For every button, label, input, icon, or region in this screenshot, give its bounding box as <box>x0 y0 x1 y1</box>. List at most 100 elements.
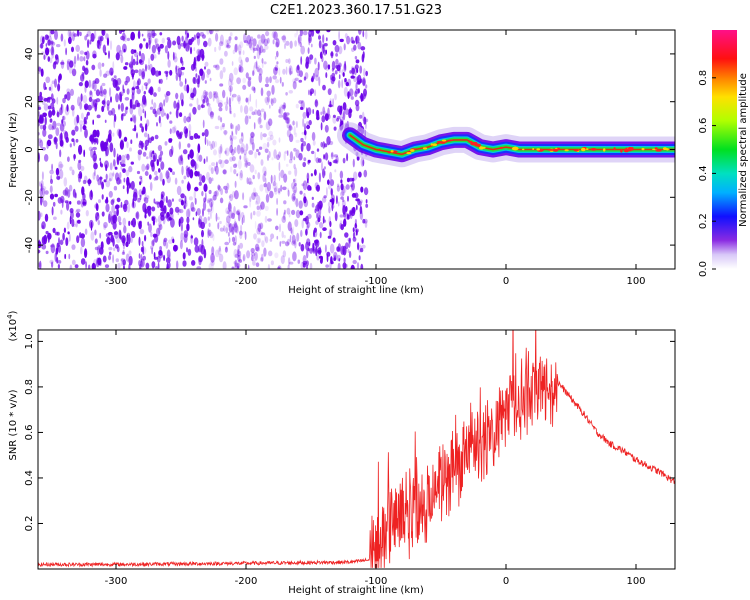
noise-speckle <box>268 250 273 257</box>
noise-speckle <box>84 228 88 235</box>
noise-speckle <box>179 81 184 87</box>
noise-speckle <box>295 103 299 109</box>
noise-speckle <box>342 199 345 203</box>
noise-speckle <box>236 94 241 102</box>
noise-speckle <box>115 93 119 103</box>
noise-speckle <box>190 92 195 99</box>
noise-speckle <box>203 40 208 48</box>
spectrogram-x-ticks: -300 -200 -100 0 100 <box>105 30 646 287</box>
noise-speckle <box>82 94 88 104</box>
noise-speckle <box>265 236 269 244</box>
noise-speckle <box>234 43 240 51</box>
noise-speckle <box>219 58 224 65</box>
noise-speckle <box>146 156 149 160</box>
noise-speckle <box>208 208 210 215</box>
noise-speckle <box>246 177 249 185</box>
noise-speckle <box>141 33 144 37</box>
noise-speckle <box>349 177 353 182</box>
noise-speckle <box>317 201 320 212</box>
noise-speckle <box>118 91 122 102</box>
noise-speckle <box>69 166 73 171</box>
noise-speckle <box>136 80 140 88</box>
noise-speckle <box>343 257 346 263</box>
y-tick-label: 20 <box>24 95 35 108</box>
noise-speckle <box>158 251 164 259</box>
noise-speckle <box>347 238 351 242</box>
noise-speckle <box>145 64 147 72</box>
noise-speckle <box>56 231 60 236</box>
noise-speckle <box>42 124 47 131</box>
noise-speckle <box>361 53 365 63</box>
noise-speckle <box>132 58 136 66</box>
signal-highlight <box>387 151 391 154</box>
noise-speckle <box>259 230 263 236</box>
noise-speckle <box>214 30 220 33</box>
noise-speckle <box>287 189 290 197</box>
noise-speckle <box>247 115 250 119</box>
noise-speckle <box>252 46 255 53</box>
noise-speckle <box>300 45 306 55</box>
noise-speckle <box>108 172 114 182</box>
noise-speckle <box>214 190 219 197</box>
noise-speckle <box>104 119 107 124</box>
noise-speckle <box>132 198 134 208</box>
signal-highlight <box>479 146 482 149</box>
noise-speckle <box>56 97 59 105</box>
x-tick-label: -100 <box>365 576 388 587</box>
noise-speckle <box>151 44 156 54</box>
noise-speckle <box>59 149 62 158</box>
noise-speckle <box>99 85 103 94</box>
noise-speckle <box>240 147 245 154</box>
noise-speckle <box>180 66 186 71</box>
noise-speckle <box>319 204 322 209</box>
noise-speckle <box>352 207 355 212</box>
noise-speckle <box>179 216 184 224</box>
noise-speckle <box>231 156 236 162</box>
noise-speckle <box>238 56 242 64</box>
noise-speckle <box>345 82 349 87</box>
noise-speckle <box>225 220 229 228</box>
noise-speckle <box>258 39 262 50</box>
noise-speckle <box>88 146 93 152</box>
noise-speckle <box>62 115 65 121</box>
noise-speckle <box>113 75 117 79</box>
noise-speckle <box>292 78 296 84</box>
noise-speckle <box>120 258 126 262</box>
noise-speckle <box>286 150 289 156</box>
noise-speckle <box>71 107 75 117</box>
noise-speckle <box>55 127 60 136</box>
noise-speckle <box>185 208 191 219</box>
noise-speckle <box>169 111 172 115</box>
noise-speckle <box>210 203 214 214</box>
noise-speckle <box>242 84 247 90</box>
noise-speckle <box>102 255 107 263</box>
noise-speckle <box>124 62 129 66</box>
noise-speckle <box>208 177 212 184</box>
noise-speckle <box>48 124 53 131</box>
noise-speckle <box>265 193 270 203</box>
noise-speckle <box>226 182 230 190</box>
noise-speckle <box>96 257 100 268</box>
noise-speckle <box>303 196 307 204</box>
noise-speckle <box>334 93 337 101</box>
noise-speckle <box>80 233 85 239</box>
noise-speckle <box>204 91 209 96</box>
noise-speckle <box>168 138 173 143</box>
noise-speckle <box>243 40 248 44</box>
noise-speckle <box>350 36 354 44</box>
noise-speckle <box>137 151 141 161</box>
noise-speckle <box>83 118 86 124</box>
noise-speckle <box>206 97 210 106</box>
noise-speckle <box>188 113 192 119</box>
noise-speckle <box>260 131 263 141</box>
noise-speckle <box>58 169 64 179</box>
noise-speckle <box>159 32 163 36</box>
noise-speckle <box>80 198 85 208</box>
noise-speckle <box>229 134 232 141</box>
noise-speckle <box>126 234 129 244</box>
noise-speckle <box>279 76 282 84</box>
noise-speckle <box>176 102 180 111</box>
noise-speckle <box>76 114 80 124</box>
noise-speckle <box>228 97 232 107</box>
noise-speckle <box>334 70 338 75</box>
